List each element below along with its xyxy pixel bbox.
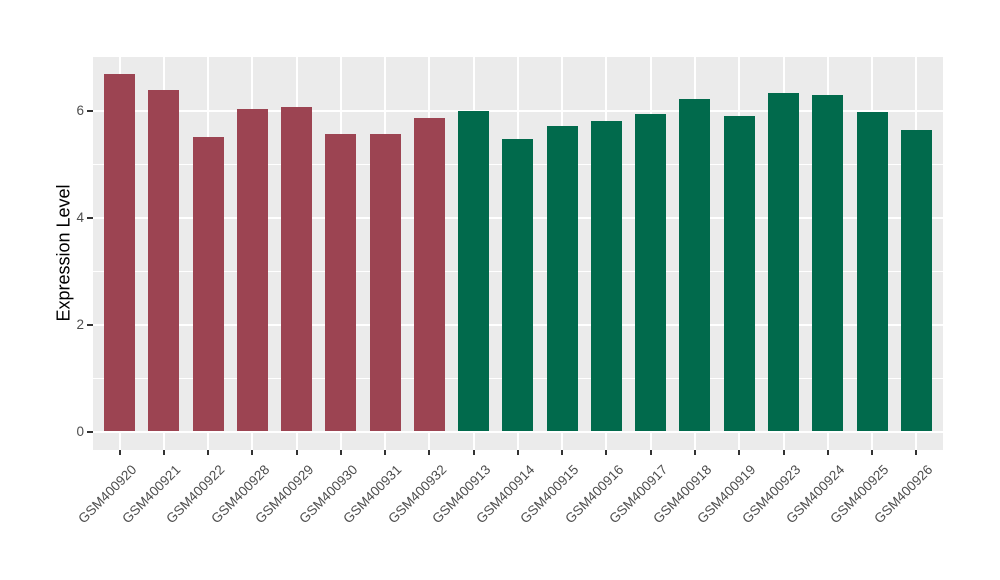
bar (546, 125, 578, 432)
x-tick-mark (339, 450, 342, 455)
x-tick-mark (915, 450, 918, 455)
bar (900, 129, 932, 432)
x-tick-mark (384, 450, 387, 455)
bar (812, 95, 844, 432)
x-tick-mark (738, 450, 741, 455)
x-tick-mark (561, 450, 564, 455)
bar (281, 106, 313, 432)
bar (325, 133, 357, 432)
bar (104, 74, 136, 432)
x-tick-mark (295, 450, 298, 455)
y-tick-label: 6 (76, 103, 84, 119)
bar (502, 139, 534, 432)
bar (679, 99, 711, 432)
bar (590, 120, 622, 432)
x-tick-mark (693, 450, 696, 455)
bar (768, 92, 799, 432)
x-tick-mark (871, 450, 874, 455)
bar (413, 117, 445, 432)
bar (723, 115, 755, 432)
bar (236, 109, 268, 432)
x-tick-mark (649, 450, 652, 455)
gridline-major (93, 110, 943, 113)
x-tick-mark (605, 450, 608, 455)
bar (856, 111, 888, 432)
x-tick-mark (162, 450, 165, 455)
bar (458, 110, 490, 432)
bar (192, 136, 224, 432)
y-tick-label: 2 (76, 316, 84, 332)
y-tick-mark (87, 430, 93, 433)
x-tick-mark (428, 450, 431, 455)
x-tick-mark (782, 450, 785, 455)
bar (369, 133, 401, 432)
bar (635, 113, 667, 432)
y-tick-mark (87, 110, 93, 113)
x-tick-mark (516, 450, 519, 455)
gridline-major (93, 430, 943, 433)
x-tick-mark (826, 450, 829, 455)
y-tick-mark (87, 216, 93, 219)
x-tick-mark (118, 450, 121, 455)
x-tick-mark (251, 450, 254, 455)
y-tick-label: 4 (76, 209, 84, 225)
y-axis-title: Expression Level (53, 184, 74, 322)
y-tick-mark (87, 323, 93, 326)
bar (148, 89, 180, 432)
plot-panel (93, 57, 943, 450)
x-tick-mark (207, 450, 210, 455)
y-tick-label: 0 (76, 423, 84, 439)
x-tick-mark (472, 450, 475, 455)
